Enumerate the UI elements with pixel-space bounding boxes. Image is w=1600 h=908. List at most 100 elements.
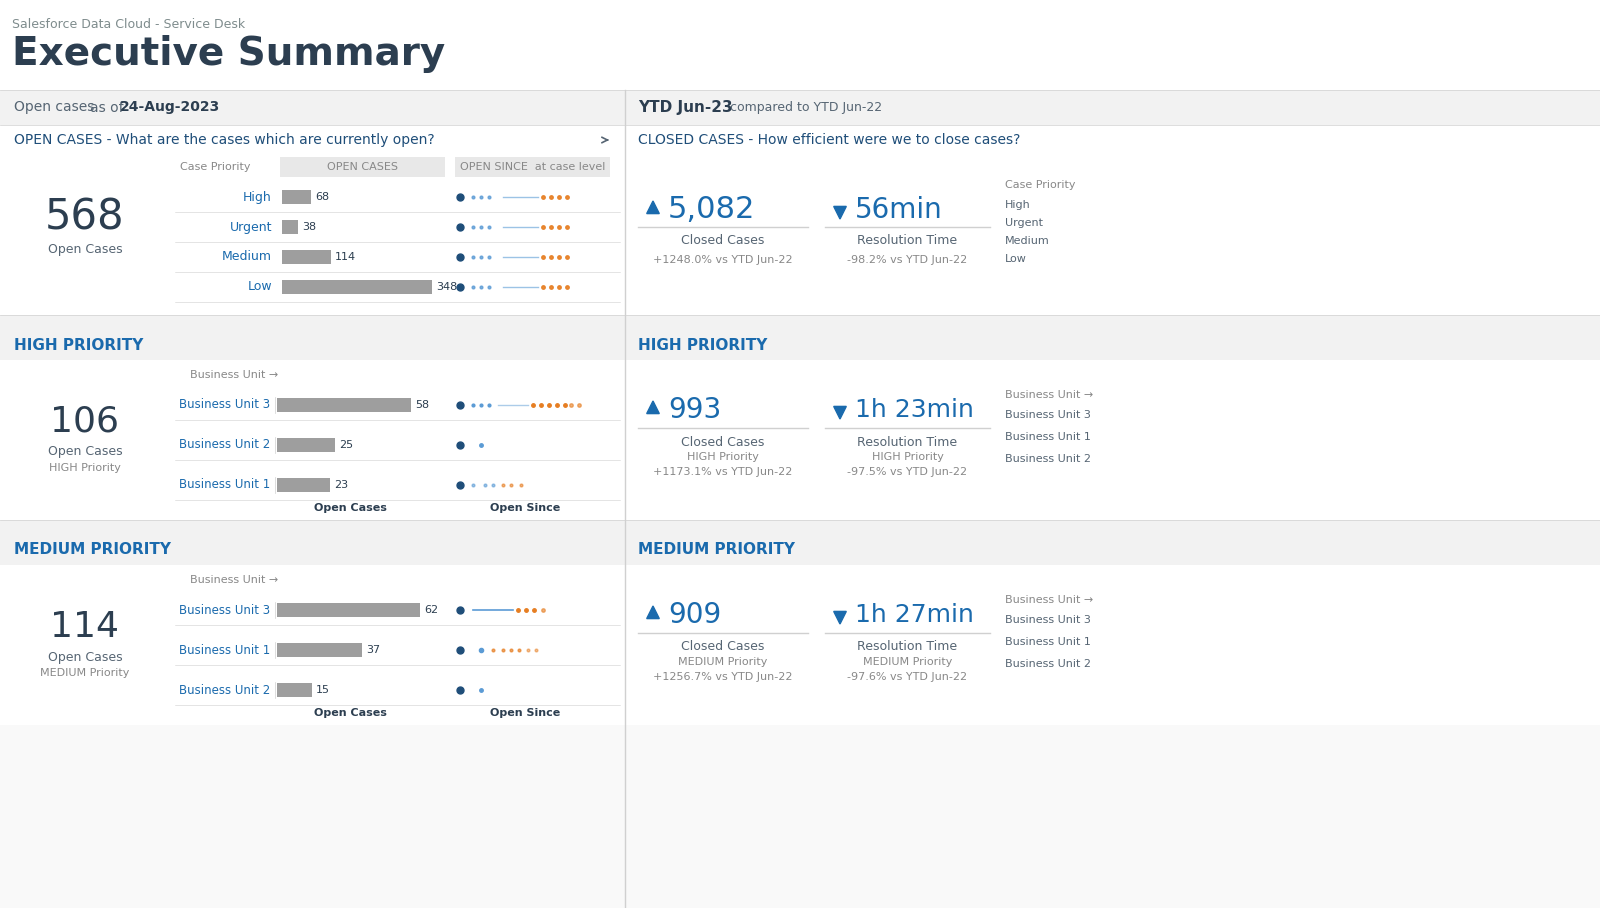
Text: MEDIUM Priority: MEDIUM Priority (862, 657, 952, 667)
Bar (0, 0, 1600, 90)
Text: Business Unit 1: Business Unit 1 (179, 644, 270, 656)
Bar (282, 280, 432, 294)
Text: YTD Jun-23: YTD Jun-23 (638, 100, 733, 115)
Polygon shape (646, 606, 659, 618)
Text: 1h 23min: 1h 23min (854, 398, 974, 422)
Text: -97.5% vs YTD Jun-22: -97.5% vs YTD Jun-22 (848, 467, 968, 477)
Text: 58: 58 (414, 400, 429, 410)
Text: 15: 15 (315, 685, 330, 695)
Text: MEDIUM PRIORITY: MEDIUM PRIORITY (638, 542, 795, 558)
Text: MEDIUM PRIORITY: MEDIUM PRIORITY (14, 542, 171, 558)
Text: compared to YTD Jun-22: compared to YTD Jun-22 (730, 101, 882, 114)
Text: Business Unit 1: Business Unit 1 (179, 479, 270, 491)
Text: MEDIUM Priority: MEDIUM Priority (678, 657, 768, 667)
Bar (0, 520, 1600, 535)
Text: Business Unit 3: Business Unit 3 (1005, 410, 1091, 420)
Text: Business Unit →: Business Unit → (1005, 595, 1093, 605)
Text: Case Priority: Case Priority (1005, 180, 1075, 190)
Text: Resolution Time: Resolution Time (858, 640, 957, 654)
Text: Business Unit 1: Business Unit 1 (1005, 637, 1091, 647)
Text: Business Unit →: Business Unit → (1005, 390, 1093, 400)
Text: 62: 62 (424, 605, 438, 615)
Bar (277, 438, 334, 452)
Polygon shape (834, 407, 846, 419)
Text: 56min: 56min (854, 196, 942, 224)
Bar (277, 683, 312, 697)
Text: Open Cases: Open Cases (48, 243, 122, 256)
Bar (282, 190, 312, 204)
Text: +1256.7% vs YTD Jun-22: +1256.7% vs YTD Jun-22 (653, 672, 792, 682)
Text: 993: 993 (669, 396, 722, 424)
Text: Open Cases: Open Cases (314, 503, 387, 513)
Bar (282, 220, 298, 234)
Bar (0, 360, 626, 520)
Bar (277, 643, 362, 657)
Bar (282, 250, 331, 264)
Text: HIGH PRIORITY: HIGH PRIORITY (638, 338, 768, 352)
Text: Business Unit →: Business Unit → (190, 370, 278, 380)
Text: CLOSED CASES - How efficient were we to close cases?: CLOSED CASES - How efficient were we to … (638, 133, 1021, 147)
Text: 348: 348 (435, 282, 458, 292)
Text: 568: 568 (45, 196, 125, 238)
Text: Open cases: Open cases (14, 101, 99, 114)
Text: 23: 23 (334, 480, 349, 490)
Bar (0, 315, 1600, 330)
Bar (626, 125, 1600, 155)
Text: Open Cases: Open Cases (48, 650, 122, 664)
Text: 38: 38 (302, 222, 317, 232)
Polygon shape (834, 206, 846, 219)
Text: Low: Low (1005, 254, 1027, 264)
Text: Closed Cases: Closed Cases (682, 640, 765, 654)
Bar (626, 535, 1600, 565)
Text: Salesforce Data Cloud - Service Desk: Salesforce Data Cloud - Service Desk (13, 18, 245, 31)
Text: Open Since: Open Since (490, 708, 560, 718)
Bar (280, 157, 445, 177)
Text: HIGH PRIORITY: HIGH PRIORITY (14, 338, 144, 352)
Text: Business Unit 3: Business Unit 3 (179, 604, 270, 617)
Bar (0, 125, 626, 908)
Text: Medium: Medium (222, 251, 272, 263)
Bar (0, 535, 626, 565)
Text: Closed Cases: Closed Cases (682, 436, 765, 449)
Bar (626, 90, 1600, 125)
Text: 68: 68 (315, 192, 330, 202)
Text: OPEN SINCE  at case level: OPEN SINCE at case level (459, 162, 605, 172)
Text: 114: 114 (334, 252, 357, 262)
Text: +1248.0% vs YTD Jun-22: +1248.0% vs YTD Jun-22 (653, 255, 794, 265)
Text: Medium: Medium (1005, 236, 1050, 246)
Text: -98.2% vs YTD Jun-22: -98.2% vs YTD Jun-22 (848, 255, 968, 265)
Text: Business Unit 3: Business Unit 3 (179, 399, 270, 411)
Text: 37: 37 (366, 645, 381, 655)
Text: -97.6% vs YTD Jun-22: -97.6% vs YTD Jun-22 (848, 672, 968, 682)
Text: Case Priority: Case Priority (179, 162, 250, 172)
Bar (277, 398, 411, 412)
Text: Business Unit 2: Business Unit 2 (179, 439, 270, 451)
Bar (454, 157, 610, 177)
Bar (0, 155, 626, 315)
Polygon shape (646, 401, 659, 414)
Text: 25: 25 (339, 440, 354, 450)
Text: Resolution Time: Resolution Time (858, 233, 957, 246)
Bar (0, 90, 626, 125)
Text: 114: 114 (51, 610, 120, 644)
Bar (0, 330, 626, 360)
Text: 24-Aug-2023: 24-Aug-2023 (120, 101, 221, 114)
Bar (626, 565, 1600, 725)
Bar (626, 360, 1600, 520)
Bar (0, 125, 626, 155)
Text: 106: 106 (51, 405, 120, 439)
Text: Low: Low (248, 281, 272, 293)
Text: HIGH Priority: HIGH Priority (50, 463, 122, 473)
Text: Resolution Time: Resolution Time (858, 436, 957, 449)
Text: as of: as of (90, 101, 128, 114)
Text: OPEN CASES: OPEN CASES (326, 162, 398, 172)
Text: 909: 909 (669, 601, 722, 629)
Text: Business Unit 2: Business Unit 2 (1005, 454, 1091, 464)
Text: Urgent: Urgent (1005, 218, 1043, 228)
Text: 1h 27min: 1h 27min (854, 603, 974, 627)
Text: HIGH Priority: HIGH Priority (872, 452, 944, 462)
Bar (626, 155, 1600, 315)
Bar (277, 603, 421, 617)
Text: Business Unit 1: Business Unit 1 (1005, 432, 1091, 442)
Text: Business Unit 2: Business Unit 2 (1005, 659, 1091, 669)
